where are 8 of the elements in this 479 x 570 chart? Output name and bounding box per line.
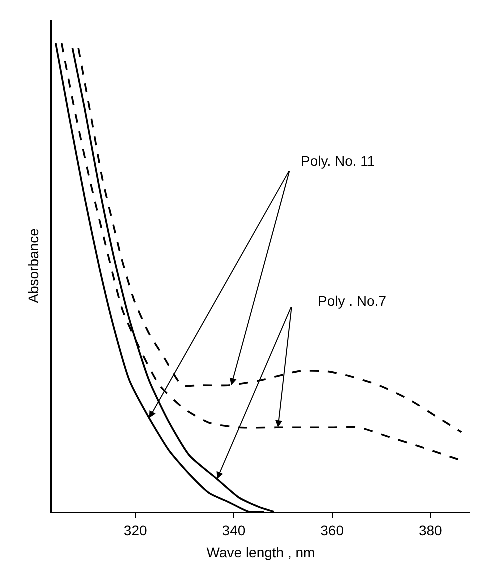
x-tick-label: 320 [124, 522, 148, 538]
x-tick-label: 340 [222, 522, 246, 538]
annotation: Poly. No. 11 [301, 153, 376, 169]
x-tick-label: 380 [418, 522, 443, 538]
annotation: Poly . No.7 [318, 293, 387, 309]
x-axis-title: Wave length , nm [206, 544, 316, 560]
x-tick-label: 360 [320, 522, 344, 538]
y-axis-title: Absorbance [25, 228, 42, 304]
